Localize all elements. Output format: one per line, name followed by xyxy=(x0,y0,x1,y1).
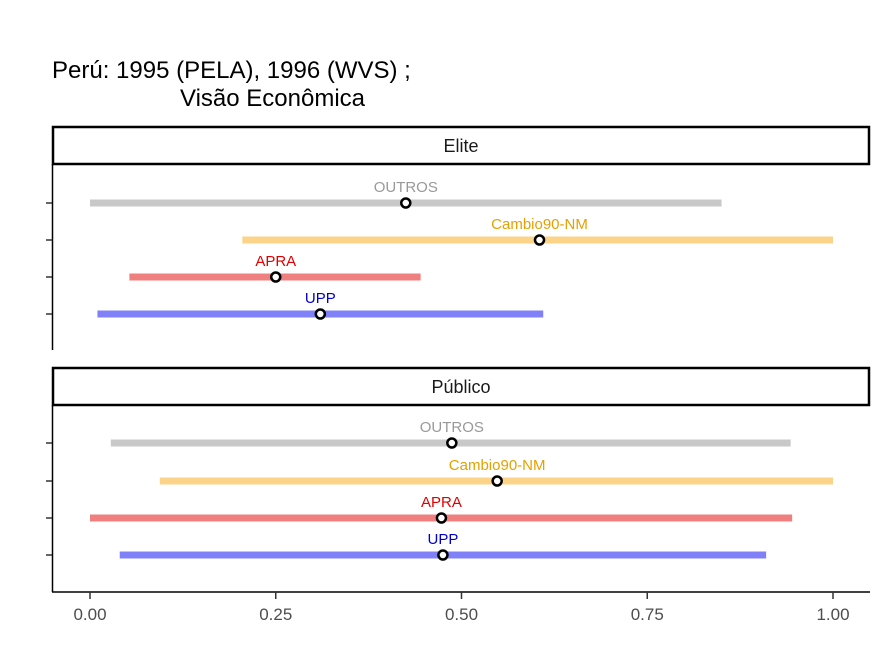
party-label: OUTROS xyxy=(374,179,438,196)
estimate-point xyxy=(491,475,503,487)
party-label: Cambio90-NM xyxy=(491,216,588,233)
x-tick-label: 0.75 xyxy=(631,605,664,624)
panel-strip-label: Elite xyxy=(443,136,478,156)
chart-title-line2: Visão Econômica xyxy=(180,85,366,112)
chart-title-line1: Perú: 1995 (PELA), 1996 (WVS) ; xyxy=(52,57,411,84)
x-tick-label: 0.50 xyxy=(445,605,478,624)
panel-strip xyxy=(51,125,871,166)
estimate-point xyxy=(533,234,546,246)
party-label: APRA xyxy=(421,494,462,511)
panel-strip xyxy=(51,366,871,407)
panel-publico: Público OUTROS Cambio90-NM APRA UPP xyxy=(46,366,871,593)
panel-strip-label: Público xyxy=(431,377,490,397)
estimate-point xyxy=(400,197,412,209)
estimate-point xyxy=(314,308,327,320)
party-label: OUTROS xyxy=(420,419,484,436)
estimate-point xyxy=(435,512,448,524)
x-axis: 0.00 0.25 0.50 0.75 1.00 xyxy=(73,592,850,624)
party-label: UPP xyxy=(305,290,336,307)
party-label: UPP xyxy=(428,531,459,548)
estimate-point xyxy=(270,271,282,283)
panel-elite: Elite OUTROS Cambio90-NM APRA UPP xyxy=(46,125,871,350)
party-label: Cambio90-NM xyxy=(449,457,546,474)
estimate-point xyxy=(437,549,449,561)
estimate-point xyxy=(446,437,458,449)
x-tick-label: 1.00 xyxy=(816,605,849,624)
x-tick-label: 0.25 xyxy=(259,605,292,624)
party-label: APRA xyxy=(255,253,296,270)
panels: Elite OUTROS Cambio90-NM APRA UPP Público OUTR… xyxy=(46,125,871,593)
x-tick-label: 0.00 xyxy=(73,605,106,624)
